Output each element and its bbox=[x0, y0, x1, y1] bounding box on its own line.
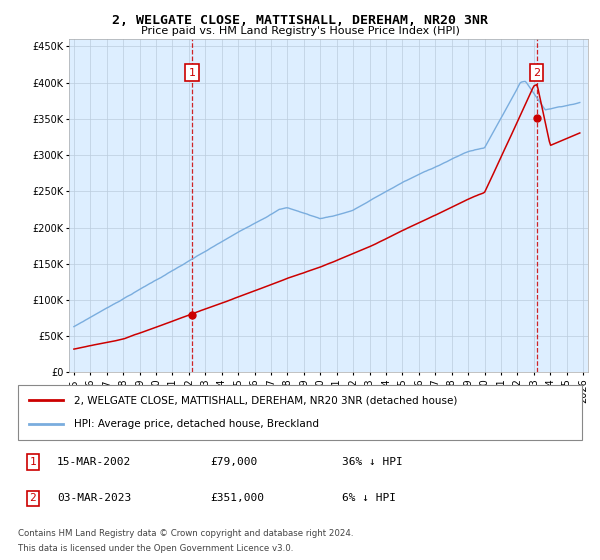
Text: 1: 1 bbox=[29, 457, 37, 467]
Text: 2, WELGATE CLOSE, MATTISHALL, DEREHAM, NR20 3NR: 2, WELGATE CLOSE, MATTISHALL, DEREHAM, N… bbox=[112, 14, 488, 27]
Text: This data is licensed under the Open Government Licence v3.0.: This data is licensed under the Open Gov… bbox=[18, 544, 293, 553]
Text: Contains HM Land Registry data © Crown copyright and database right 2024.: Contains HM Land Registry data © Crown c… bbox=[18, 529, 353, 538]
Text: 2, WELGATE CLOSE, MATTISHALL, DEREHAM, NR20 3NR (detached house): 2, WELGATE CLOSE, MATTISHALL, DEREHAM, N… bbox=[74, 395, 458, 405]
Text: 03-MAR-2023: 03-MAR-2023 bbox=[57, 493, 131, 503]
FancyBboxPatch shape bbox=[18, 385, 582, 440]
Text: £351,000: £351,000 bbox=[210, 493, 264, 503]
Text: HPI: Average price, detached house, Breckland: HPI: Average price, detached house, Brec… bbox=[74, 419, 319, 429]
Text: £79,000: £79,000 bbox=[210, 457, 257, 467]
Text: Price paid vs. HM Land Registry's House Price Index (HPI): Price paid vs. HM Land Registry's House … bbox=[140, 26, 460, 36]
Text: 2: 2 bbox=[533, 68, 540, 77]
Text: 36% ↓ HPI: 36% ↓ HPI bbox=[342, 457, 403, 467]
Text: 6% ↓ HPI: 6% ↓ HPI bbox=[342, 493, 396, 503]
Text: 15-MAR-2002: 15-MAR-2002 bbox=[57, 457, 131, 467]
Text: 1: 1 bbox=[188, 68, 196, 77]
Text: 2: 2 bbox=[29, 493, 37, 503]
